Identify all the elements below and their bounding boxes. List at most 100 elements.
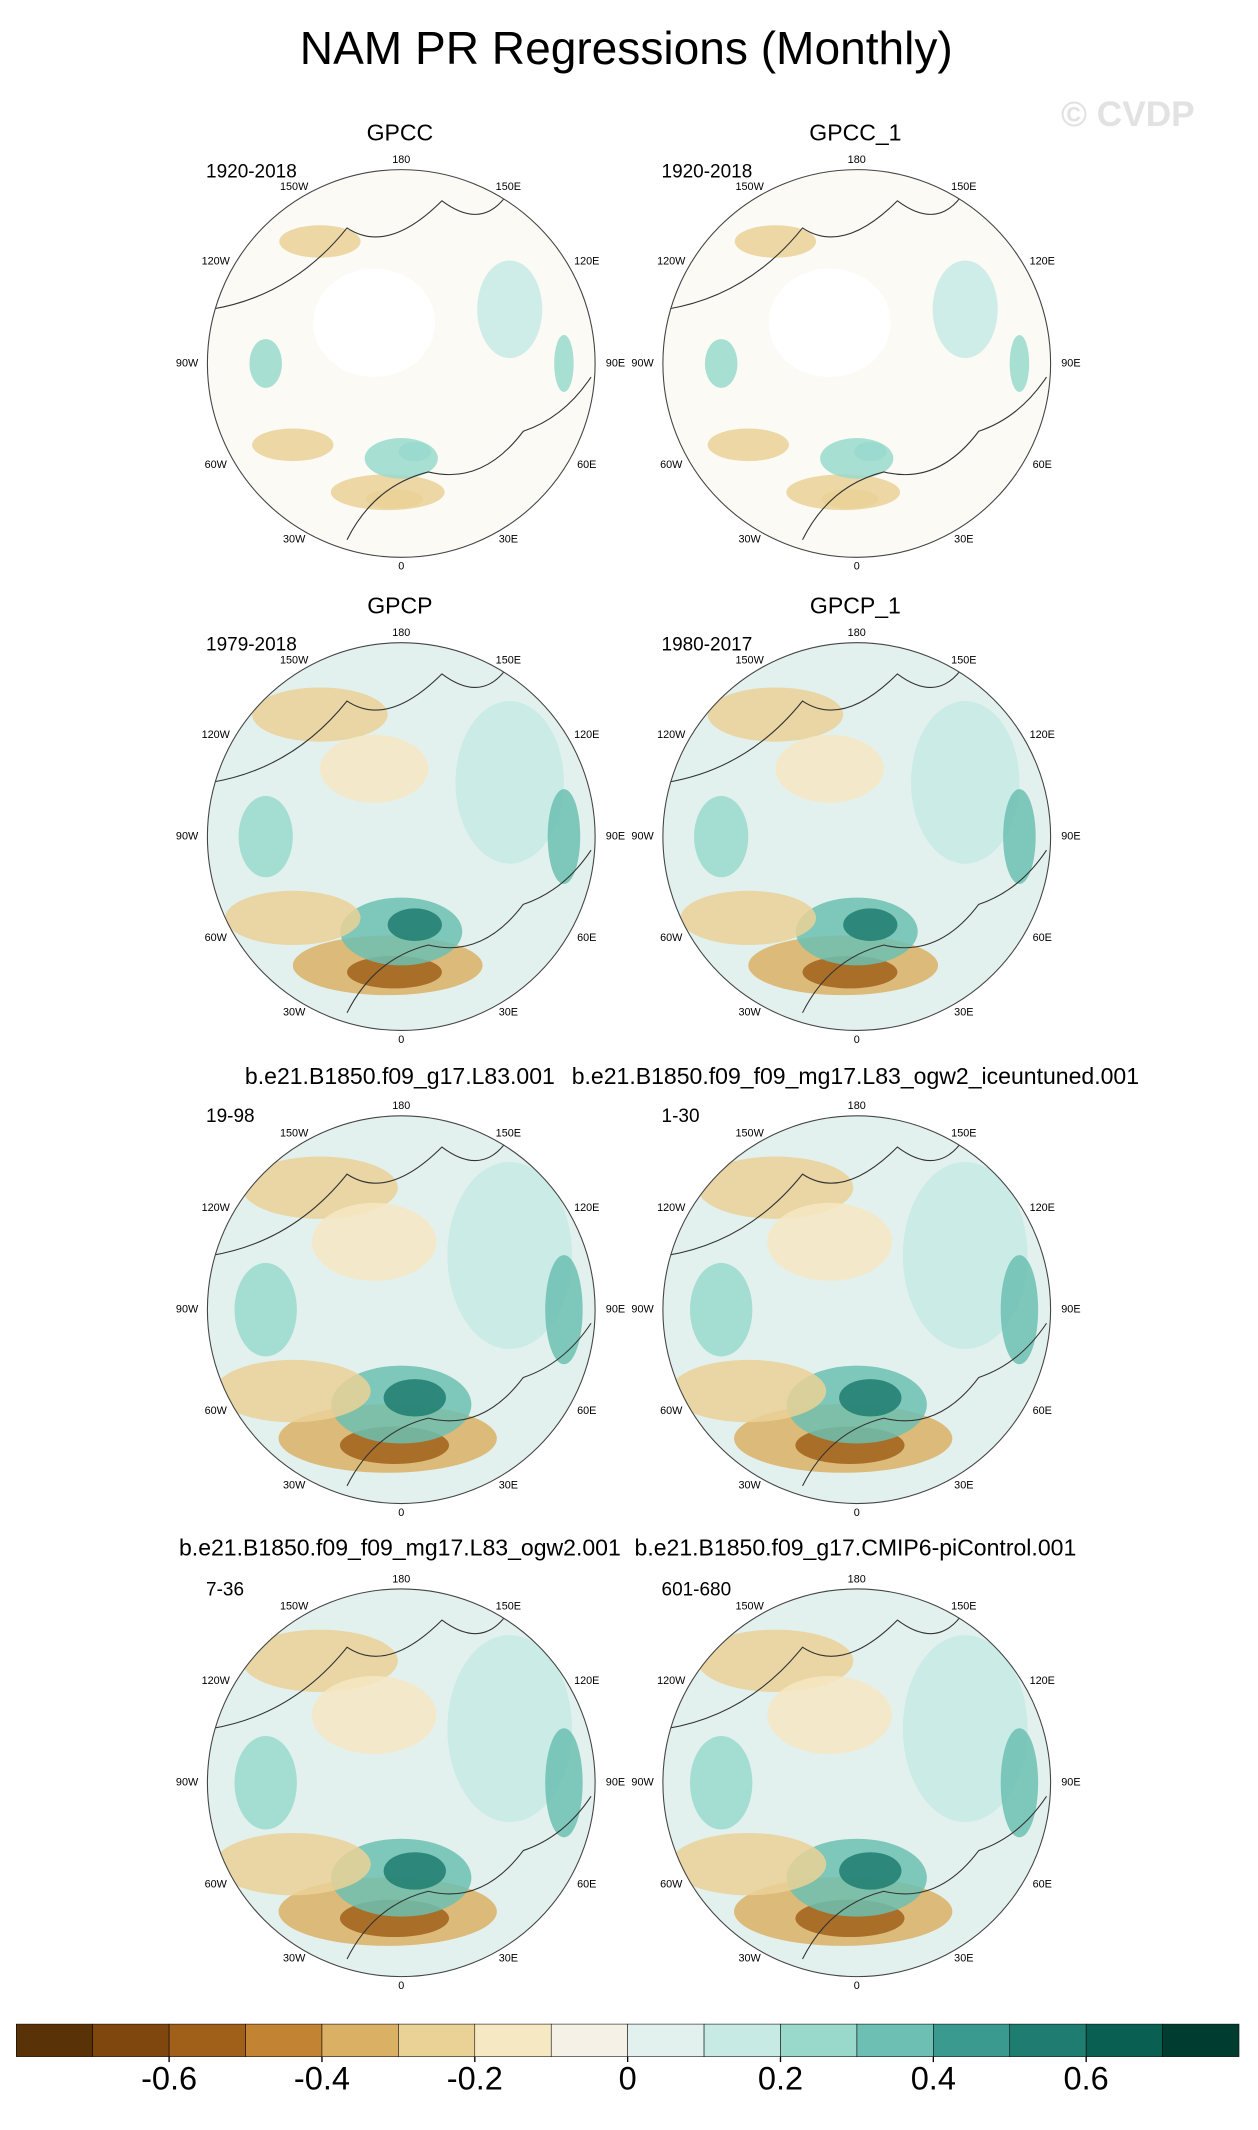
longitude-label: 150E [951, 1127, 976, 1139]
field-blob [843, 908, 898, 941]
longitude-label: 120E [1030, 729, 1055, 741]
coastline [666, 1588, 1047, 1960]
longitude-label: 30W [283, 1953, 306, 1965]
coastline [666, 1115, 1047, 1487]
colorbar-box [703, 2023, 781, 2057]
map-border [662, 1115, 1052, 1505]
field-blob [241, 1629, 398, 1692]
map-field [211, 1588, 592, 1960]
colorbar-box [1085, 2023, 1163, 2057]
field-blob [398, 441, 432, 462]
field-blob [319, 734, 429, 803]
field-blob [241, 1156, 398, 1219]
longitude-label: 60E [1033, 1878, 1052, 1890]
longitude-label: 180 [848, 1573, 866, 1585]
field-blob [707, 428, 789, 462]
colorbar-box [627, 2023, 705, 2057]
longitude-label: 90E [1061, 1777, 1080, 1789]
longitude-label: 120W [202, 256, 231, 268]
figure-title: NAM PR Regressions (Monthly) [300, 22, 953, 74]
longitude-label: 120W [202, 729, 231, 741]
map-border [206, 169, 596, 558]
colorbar-box [245, 2023, 323, 2057]
panel-period: 1980-2017 [662, 634, 753, 655]
longitude-label: 30W [739, 1953, 762, 1965]
coastline [211, 642, 592, 1014]
field-blob [447, 1161, 573, 1349]
field-blob [697, 1156, 854, 1219]
longitude-label: 60W [205, 459, 228, 471]
panel-period: 1920-2018 [206, 161, 297, 182]
longitude-label: 150W [736, 1601, 765, 1613]
colorbar-box [780, 2023, 858, 2057]
longitude-label: 90W [631, 1777, 654, 1789]
field-blob [249, 339, 282, 388]
colorbar-box [856, 2023, 934, 2057]
field-blob [225, 890, 361, 946]
field-blob [252, 428, 334, 462]
longitude-label: 150E [496, 654, 521, 666]
longitude-label: 0 [854, 561, 860, 573]
colorbar-box [15, 2023, 93, 2057]
field-blob [767, 1202, 892, 1281]
longitude-label: 180 [392, 1573, 410, 1585]
colorbar-tick-label: -0.6 [141, 2061, 197, 2097]
longitude-label: 90E [1061, 830, 1080, 842]
field-blob [1000, 1255, 1039, 1365]
field-blob [214, 1832, 371, 1896]
longitude-label: 150E [951, 1601, 976, 1613]
colorbar-box [398, 2023, 476, 2057]
field-blob [455, 701, 564, 864]
field-blob [477, 260, 543, 359]
field-blob [547, 789, 581, 885]
field-blob [690, 1262, 753, 1357]
longitude-label: 150W [280, 654, 309, 666]
longitude-label: 90W [176, 830, 199, 842]
panel-title: GPCP_1 [810, 593, 901, 619]
longitude-label: 0 [398, 561, 404, 573]
panel-title: GPCC [367, 119, 434, 145]
longitude-label: 30W [739, 533, 762, 545]
longitude-label: 90E [606, 357, 625, 369]
longitude-label: 0 [854, 1034, 860, 1046]
colorbar-box [168, 2023, 246, 2057]
longitude-label: 150E [951, 181, 976, 193]
longitude-label: 30W [739, 1480, 762, 1492]
field-blob [279, 225, 361, 258]
longitude-label: 30W [283, 533, 306, 545]
colorbar-box [1162, 2023, 1240, 2057]
coastline [666, 642, 1047, 1014]
longitude-label: 90W [631, 1304, 654, 1316]
panel-title: GPCP [367, 593, 432, 619]
map-field [666, 1115, 1047, 1487]
longitude-label: 30W [283, 1007, 306, 1019]
field-blob [775, 734, 884, 803]
field-blob [252, 687, 388, 742]
map-border [206, 642, 596, 1031]
longitude-label: 150W [280, 1127, 309, 1139]
colorbar-tick-label: 0 [619, 2061, 637, 2097]
map-panel: b.e21.B1850.f09_f09_mg17.L83_ogw2_iceunt… [572, 1063, 1139, 1519]
longitude-label: 60E [577, 932, 596, 944]
longitude-label: 120E [574, 256, 599, 268]
field-blob [680, 890, 817, 946]
map-panel: b.e21.B1850.f09_g17.CMIP6-piControl.001 6… [631, 1535, 1080, 1992]
longitude-label: 180 [848, 1100, 866, 1112]
field-blob [447, 1635, 573, 1823]
map-field [211, 1115, 592, 1487]
panel-period: 19-98 [206, 1106, 255, 1127]
panel-title: GPCC_1 [809, 119, 901, 145]
map-panel: GPCC 1920-2018 180 150E 120E 90E 60E 30E 0 30W 60W… [176, 119, 625, 572]
map-field [666, 1588, 1047, 1960]
field-blob [839, 1852, 902, 1890]
colorbar-box [321, 2023, 399, 2057]
longitude-label: 60W [205, 1405, 228, 1417]
field-blob [387, 908, 442, 941]
longitude-label: 120W [202, 1202, 231, 1214]
missing-ocean [313, 268, 436, 378]
longitude-label: 150E [496, 1601, 521, 1613]
panel-period: 601-680 [662, 1579, 732, 1600]
panel-period: 1-30 [662, 1106, 700, 1127]
field-blob [1000, 1728, 1039, 1838]
longitude-label: 150W [736, 181, 765, 193]
